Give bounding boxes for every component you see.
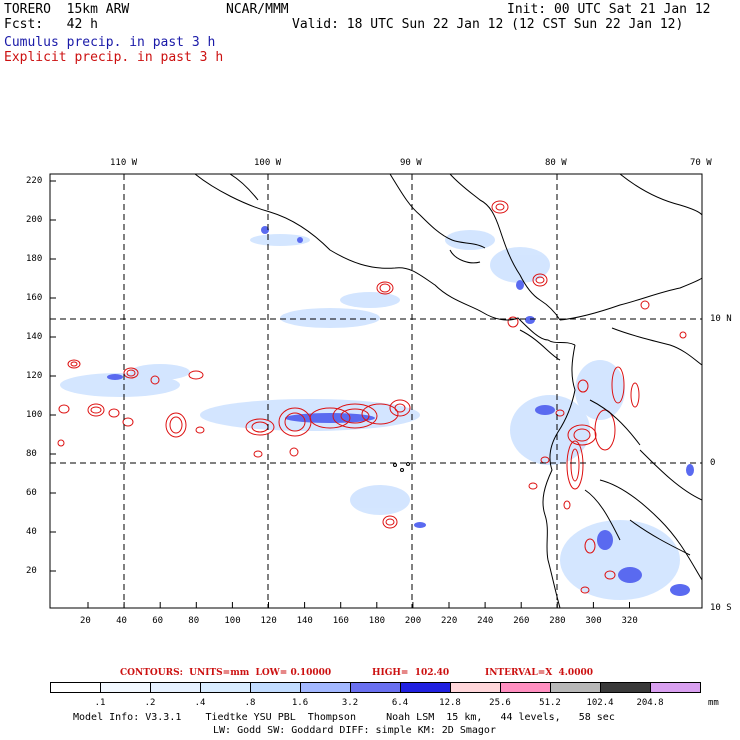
colorbar-swatch	[400, 682, 451, 693]
colorbar-swatch	[100, 682, 151, 693]
x-tick-label: 100	[224, 616, 241, 626]
y-tick-label: 20	[26, 566, 37, 576]
colorbar-label: 51.2	[539, 698, 561, 708]
colorbar-swatch	[200, 682, 251, 693]
y-tick-label: 60	[26, 488, 37, 498]
y-tick-label: 80	[26, 449, 37, 459]
coastlines	[194, 174, 702, 608]
explicit-precip-contours	[57, 200, 687, 594]
colorbar-label: 6.4	[391, 698, 409, 708]
colorbar-label: .8	[244, 698, 256, 708]
organization-label: NCAR/MMM	[226, 2, 289, 17]
x-tick-label: 160	[332, 616, 349, 626]
lon-label: 70 W	[690, 158, 712, 168]
x-tick-label: 180	[368, 616, 386, 626]
colorbar-label: 204.8	[636, 698, 664, 708]
x-tick-label: 40	[116, 616, 127, 626]
colorbar-swatch	[550, 682, 601, 693]
latlon-grid	[50, 174, 702, 608]
colorbar-swatch	[50, 682, 101, 693]
x-tick-label: 60	[152, 616, 164, 626]
colorbar-swatch	[450, 682, 501, 693]
field1-title: Cumulus precip. in past 3 h	[4, 35, 216, 50]
lon-label: 110 W	[110, 158, 138, 168]
x-tick-label: 120	[260, 616, 277, 626]
y-tick-label: 40	[26, 527, 37, 537]
x-tick-label: 260	[513, 616, 530, 626]
field2-title: Explicit precip. in past 3 h	[4, 50, 224, 65]
colorbar-unit: mm	[708, 698, 719, 708]
y-tick-label: 180	[26, 254, 43, 264]
x-tick-label: 320	[621, 616, 638, 626]
y-tick-label: 100	[26, 410, 43, 420]
x-tick-label: 140	[296, 616, 313, 626]
x-tick-label: 280	[549, 616, 566, 626]
forecast-hour: Fcst: 42 h	[4, 17, 98, 32]
y-tick-label: 220	[26, 176, 43, 186]
x-tick-label: 20	[80, 616, 91, 626]
map-frame	[49, 173, 703, 609]
model-info-line1: Model Info: V3.3.1 Tiedtke YSU PBL Thomp…	[73, 712, 615, 723]
colorbar-label: .4	[194, 698, 206, 708]
colorbar-label: 102.4	[586, 698, 614, 708]
contours-label: CONTOURS: UNITS=mm LOW= 0.10000	[120, 668, 332, 678]
model-title: TORERO 15km ARW	[4, 2, 130, 17]
cumulus-precip-core	[107, 226, 694, 596]
y-axis-ticks	[50, 180, 56, 572]
x-tick-label: 240	[477, 616, 494, 626]
colorbar-swatch	[600, 682, 651, 693]
colorbar-swatch	[650, 682, 701, 693]
y-tick-label: 140	[26, 332, 43, 342]
x-axis-ticks	[87, 602, 630, 608]
y-tick-label: 200	[26, 215, 43, 225]
colorbar-label: 3.2	[341, 698, 359, 708]
contours-high: HIGH= 102.40	[372, 668, 450, 678]
colorbar-swatch	[150, 682, 201, 693]
x-tick-label: 300	[585, 616, 602, 626]
init-time: Init: 00 UTC Sat 21 Jan 12	[507, 2, 711, 17]
colorbar-swatch	[250, 682, 301, 693]
colorbar-swatch	[500, 682, 551, 693]
colorbar-label: .2	[144, 698, 156, 708]
lon-label: 80 W	[545, 158, 567, 168]
lon-label: 100 W	[254, 158, 282, 168]
colorbar-swatch	[350, 682, 401, 693]
valid-time: Valid: 18 UTC Sun 22 Jan 12 (12 CST Sun …	[292, 17, 684, 32]
lon-label: 90 W	[400, 158, 422, 168]
y-tick-label: 160	[26, 293, 43, 303]
y-tick-label: 120	[26, 371, 43, 381]
colorbar-label: .1	[94, 698, 106, 708]
x-tick-label: 220	[441, 616, 458, 626]
lat-label: 0	[710, 458, 716, 468]
contours-interval: INTERVAL=X 4.0000	[485, 668, 593, 678]
x-tick-label: 80	[188, 616, 200, 626]
colorbar-label: 25.6	[489, 698, 511, 708]
lat-label: 10 N	[710, 314, 732, 324]
lat-label: 10 S	[710, 603, 732, 613]
colorbar-label: 12.8	[439, 698, 461, 708]
colorbar-label: 1.6	[291, 698, 309, 708]
colorbar-swatch	[300, 682, 351, 693]
x-tick-label: 200	[404, 616, 422, 626]
model-info-line2: LW: Godd SW: Goddard DIFF: simple KM: 2D…	[213, 725, 496, 736]
